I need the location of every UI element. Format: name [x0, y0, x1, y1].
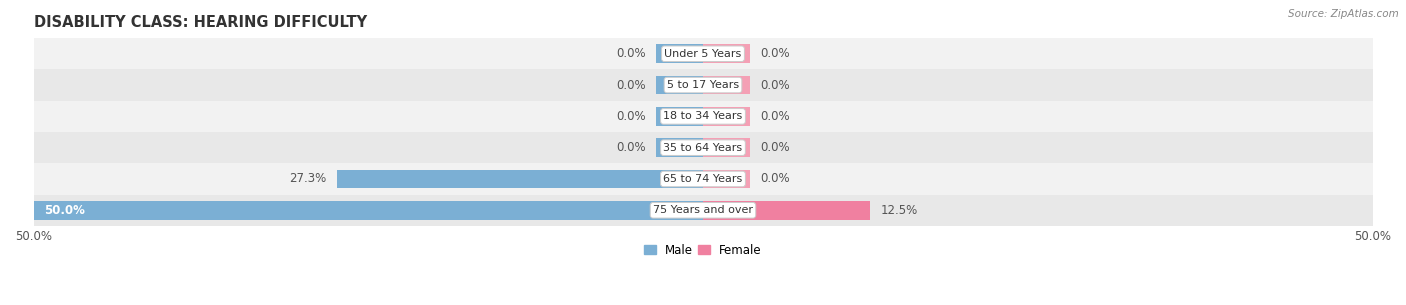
- Bar: [34, 195, 1372, 226]
- Text: 35 to 64 Years: 35 to 64 Years: [664, 143, 742, 153]
- Bar: [34, 70, 1372, 101]
- Bar: [34, 201, 703, 220]
- Bar: [703, 201, 870, 220]
- Bar: [703, 44, 749, 63]
- Text: 75 Years and over: 75 Years and over: [652, 205, 754, 215]
- Text: 0.0%: 0.0%: [761, 141, 790, 154]
- Text: 0.0%: 0.0%: [616, 110, 645, 123]
- Text: 0.0%: 0.0%: [616, 141, 645, 154]
- Bar: [703, 76, 749, 95]
- Text: 0.0%: 0.0%: [761, 79, 790, 92]
- Text: 27.3%: 27.3%: [290, 173, 326, 185]
- Text: 18 to 34 Years: 18 to 34 Years: [664, 111, 742, 121]
- Text: Under 5 Years: Under 5 Years: [665, 49, 741, 59]
- Text: 50.0%: 50.0%: [44, 204, 86, 217]
- Bar: [337, 170, 703, 188]
- Text: 5 to 17 Years: 5 to 17 Years: [666, 80, 740, 90]
- Text: 12.5%: 12.5%: [882, 204, 918, 217]
- Text: DISABILITY CLASS: HEARING DIFFICULTY: DISABILITY CLASS: HEARING DIFFICULTY: [34, 15, 367, 30]
- Text: 0.0%: 0.0%: [616, 47, 645, 60]
- Bar: [34, 132, 1372, 163]
- Bar: [703, 138, 749, 157]
- Bar: [657, 44, 703, 63]
- Text: 65 to 74 Years: 65 to 74 Years: [664, 174, 742, 184]
- Text: Source: ZipAtlas.com: Source: ZipAtlas.com: [1288, 9, 1399, 19]
- Text: 0.0%: 0.0%: [761, 47, 790, 60]
- Bar: [34, 163, 1372, 195]
- Text: 0.0%: 0.0%: [761, 110, 790, 123]
- Bar: [657, 107, 703, 126]
- Bar: [703, 170, 749, 188]
- Legend: Male, Female: Male, Female: [640, 239, 766, 261]
- Bar: [703, 107, 749, 126]
- Bar: [34, 101, 1372, 132]
- Text: 0.0%: 0.0%: [761, 173, 790, 185]
- Bar: [657, 138, 703, 157]
- Bar: [657, 76, 703, 95]
- Text: 0.0%: 0.0%: [616, 79, 645, 92]
- Bar: [34, 38, 1372, 70]
